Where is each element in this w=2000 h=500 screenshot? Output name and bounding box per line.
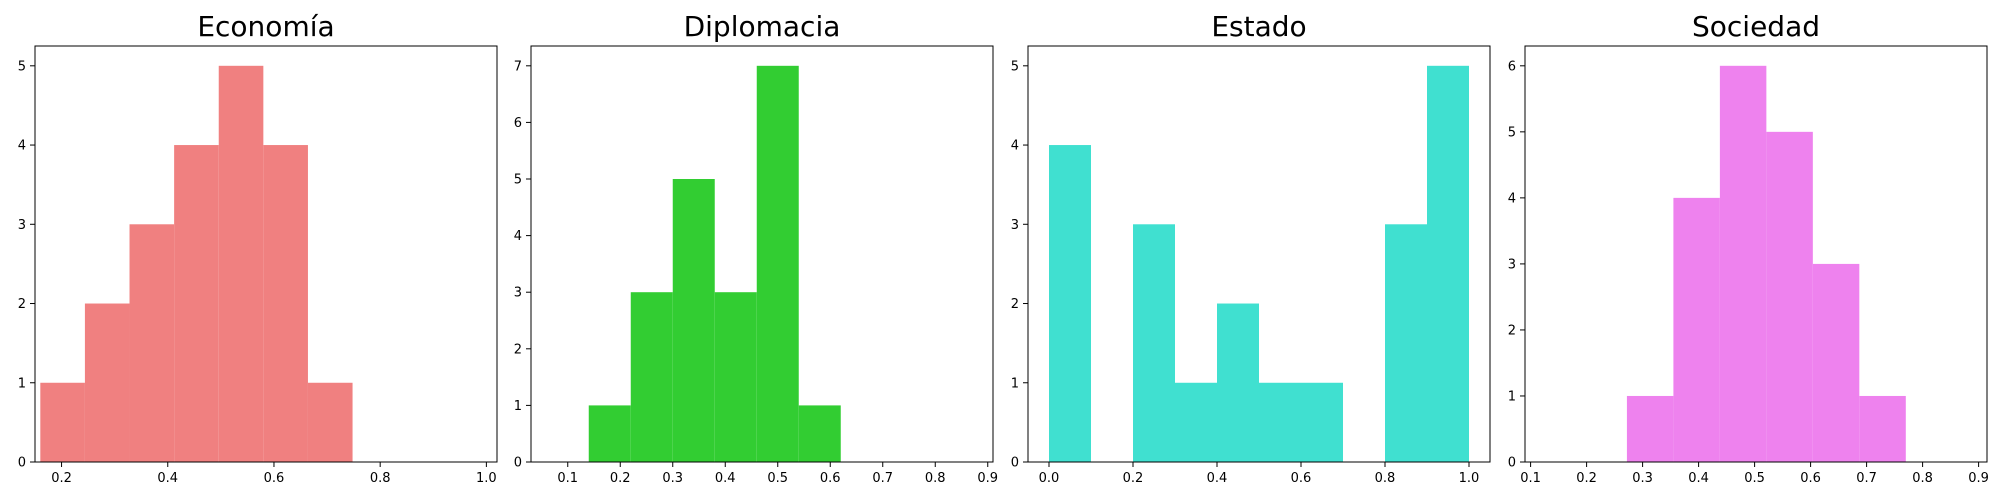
sociedad-bar-0 <box>1626 395 1674 462</box>
estado-ytick-label: 2 <box>1011 297 1019 312</box>
sociedad-xtick-label: 0.7 <box>1856 471 1877 486</box>
sociedad-ytick-label: 4 <box>1508 191 1516 206</box>
diplomacia-xtick-label: 0.8 <box>925 471 946 486</box>
economia-ytick-label: 1 <box>18 376 26 391</box>
diplomacia-xtick-label: 0.1 <box>557 471 578 486</box>
economia-axes-frame <box>34 45 498 463</box>
economia-xtick-label: 1.0 <box>476 471 497 486</box>
sociedad-xtick-label: 0.3 <box>1632 471 1653 486</box>
diplomacia-xtick-label: 0.7 <box>872 471 893 486</box>
estado-xtick-label: 1.0 <box>1459 471 1480 486</box>
diplomacia-bar-0 <box>588 405 631 462</box>
estado-axes-frame <box>1027 45 1491 463</box>
estado-ytick-label: 5 <box>1011 59 1019 74</box>
diplomacia-ytick-label: 5 <box>514 173 522 188</box>
diplomacia-xtick-label: 0.5 <box>767 471 788 486</box>
diplomacia-bar-3 <box>714 292 757 462</box>
sociedad-ytick-label: 2 <box>1508 323 1516 338</box>
economia-ytick-label: 0 <box>18 456 26 471</box>
economia-bar-4 <box>218 65 264 463</box>
sociedad-bar-3 <box>1766 131 1813 463</box>
diplomacia-bar-4 <box>756 65 799 463</box>
diplomacia-bar-5 <box>798 405 841 462</box>
sociedad-bar-2 <box>1719 65 1767 463</box>
sociedad-bar-5 <box>1859 395 1906 462</box>
sociedad-xtick-label: 0.1 <box>1520 471 1541 486</box>
panel-diplomacia: 0.1 0.2 0.3 0.4 0.5 0.6 0.7 0.8 0.9 0 1 2 3 4 5 6 7 Diplo… <box>514 10 998 486</box>
estado-bar-2 <box>1133 224 1175 462</box>
sociedad-bar-4 <box>1812 263 1860 462</box>
estado-bar-8 <box>1385 224 1427 462</box>
sociedad-xtick-label: 0.2 <box>1576 471 1597 486</box>
estado-xtick-label: 0.0 <box>1039 471 1060 486</box>
sociedad-bar-1 <box>1673 197 1720 462</box>
estado-ytick-label: 3 <box>1011 218 1019 233</box>
estado-xtick-label: 0.2 <box>1123 471 1144 486</box>
economia-ytick-label: 4 <box>18 139 26 154</box>
estado-title: Estado <box>1211 10 1306 43</box>
sociedad-ytick-label: 0 <box>1508 456 1516 471</box>
panel-sociedad: 0.1 0.2 0.3 0.4 0.5 0.6 0.7 0.8 0.9 0 1 2 3 4 5 6 Socied… <box>1508 10 1989 486</box>
panel-economia: 0.2 0.4 0.6 0.8 1.0 0 1 2 3 4 5 Economía <box>18 10 498 486</box>
diplomacia-ytick-label: 2 <box>514 342 522 357</box>
sociedad-xtick-label: 0.5 <box>1744 471 1765 486</box>
panel-estado: 0.0 0.2 0.4 0.6 0.8 1.0 0 1 2 3 4 5 Estado <box>1011 10 1491 486</box>
economia-xtick-label: 0.6 <box>264 471 285 486</box>
economia-bar-2 <box>129 224 175 462</box>
diplomacia-ytick-label: 4 <box>514 229 522 244</box>
economia-bar-1 <box>84 303 130 462</box>
sociedad-ytick-label: 5 <box>1508 125 1516 140</box>
sociedad-xtick-label: 0.9 <box>1968 471 1989 486</box>
diplomacia-bar-2 <box>672 179 715 462</box>
diplomacia-ytick-label: 1 <box>514 399 522 414</box>
diplomacia-xtick-label: 0.4 <box>715 471 736 486</box>
diplomacia-xtick-label: 0.9 <box>977 471 998 486</box>
sociedad-xtick-label: 0.4 <box>1688 471 1709 486</box>
economia-ytick-label: 2 <box>18 297 26 312</box>
diplomacia-axes-frame <box>530 45 994 463</box>
estado-ytick-label: 4 <box>1011 139 1019 154</box>
economia-bar-3 <box>174 145 219 463</box>
estado-xtick-label: 0.6 <box>1291 471 1312 486</box>
estado-xtick-label: 0.8 <box>1375 471 1396 486</box>
diplomacia-ytick-label: 3 <box>514 286 522 301</box>
economia-xtick-label: 0.8 <box>370 471 391 486</box>
economia-bar-0 <box>40 382 85 462</box>
economia-xtick-label: 0.2 <box>51 471 72 486</box>
diplomacia-title: Diplomacia <box>684 10 841 43</box>
diplomacia-xtick-label: 0.6 <box>820 471 841 486</box>
sociedad-xtick-label: 0.8 <box>1912 471 1933 486</box>
diplomacia-bar-1 <box>630 292 673 462</box>
economia-bar-5 <box>263 145 308 463</box>
sociedad-ytick-label: 6 <box>1508 59 1516 74</box>
diplomacia-ytick-label: 7 <box>514 59 522 74</box>
estado-bar-3 <box>1175 382 1217 462</box>
economia-ytick-label: 5 <box>18 59 26 74</box>
estado-bar-5 <box>1259 382 1301 462</box>
sociedad-title: Sociedad <box>1692 10 1820 43</box>
economia-xtick-label: 0.4 <box>157 471 178 486</box>
economia-bar-6 <box>307 382 353 462</box>
economia-title: Economía <box>197 10 334 43</box>
estado-bar-9 <box>1427 65 1469 463</box>
sociedad-xtick-label: 0.6 <box>1800 471 1821 486</box>
estado-ytick-label: 0 <box>1011 456 1019 471</box>
estado-bar-6 <box>1301 382 1343 462</box>
estado-bar-0 <box>1049 145 1091 463</box>
estado-xtick-label: 0.4 <box>1207 471 1228 486</box>
economia-ytick-label: 3 <box>18 218 26 233</box>
diplomacia-ytick-label: 0 <box>514 456 522 471</box>
diplomacia-xtick-label: 0.3 <box>662 471 683 486</box>
diplomacia-xtick-label: 0.2 <box>610 471 631 486</box>
estado-ytick-label: 1 <box>1011 376 1019 391</box>
sociedad-ytick-label: 3 <box>1508 257 1516 272</box>
sociedad-axes-frame <box>1524 45 1988 463</box>
sociedad-ytick-label: 1 <box>1508 389 1516 404</box>
estado-bar-4 <box>1217 303 1259 462</box>
diplomacia-ytick-label: 6 <box>514 116 522 131</box>
